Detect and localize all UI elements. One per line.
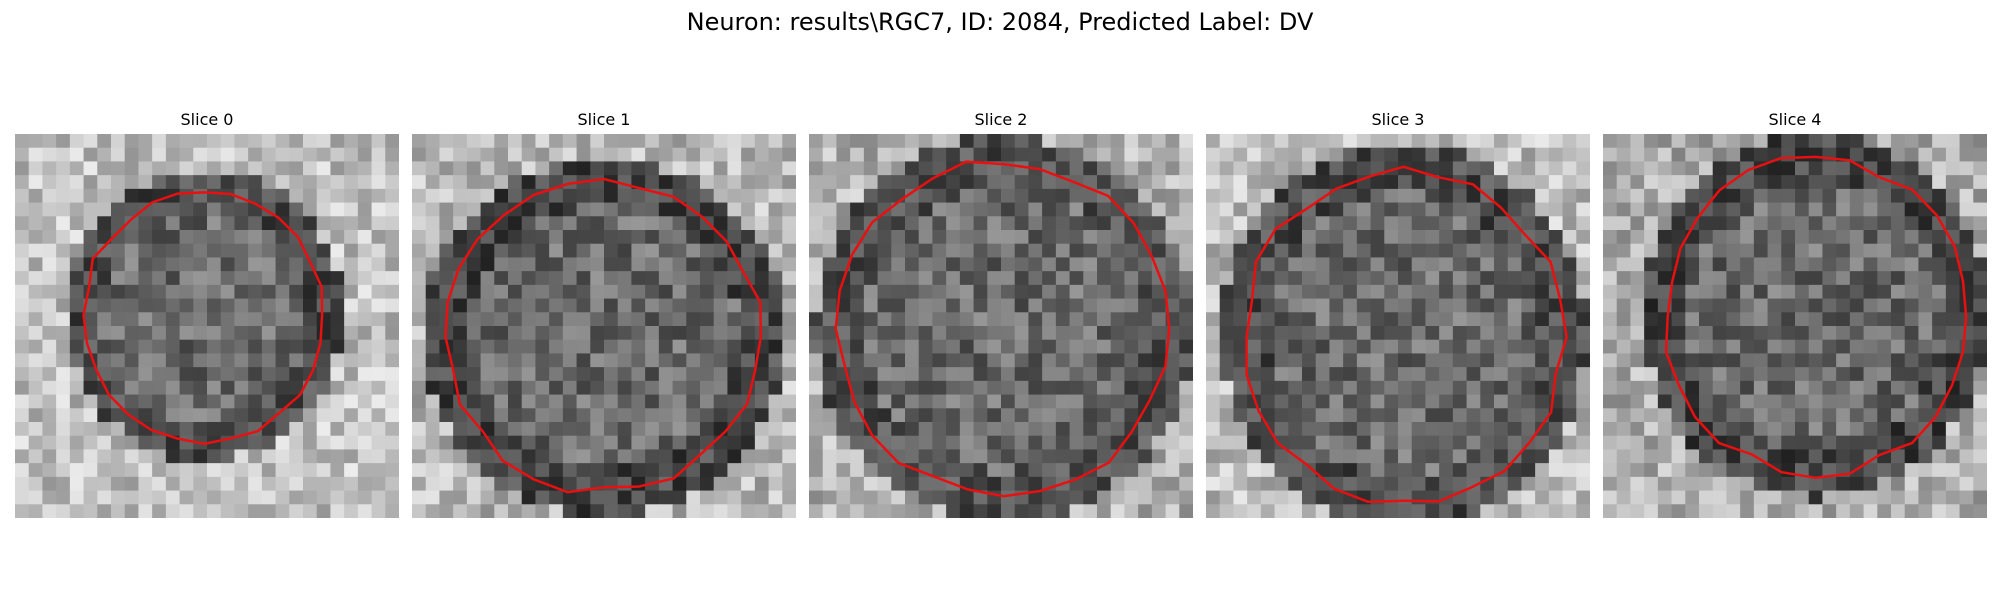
figure-title: Neuron: results\RGC7, ID: 2084, Predicte… [686,8,1314,36]
segmentation-outline [82,191,324,446]
segmentation-outline [444,177,763,494]
slice-pixels [809,134,1193,518]
slice-pixels [1206,134,1590,518]
slice-title: Slice 0 [180,110,234,129]
slice-pixels [15,134,399,518]
slice-title: Slice 3 [1371,110,1425,129]
slice-image [412,134,796,518]
slice-image [1206,134,1590,518]
slice-title: Slice 1 [577,110,631,129]
slice-title: Slice 2 [974,110,1028,129]
slice-image [15,134,399,518]
segmentation-outline [1245,165,1568,504]
slice-panel-1: Slice 1 [412,110,796,518]
slice-image [809,134,1193,518]
slice-panel-4: Slice 4 [1603,110,1987,518]
slice-panel-3: Slice 3 [1206,110,1590,518]
segmentation-outline [1664,155,1968,480]
slice-image [1603,134,1987,518]
segmentation-outline [834,160,1171,498]
slice-pixels [412,134,796,518]
slice-panel-0: Slice 0 [15,110,399,518]
slice-pixels [1603,134,1987,518]
slice-panel-2: Slice 2 [809,110,1193,518]
slice-title: Slice 4 [1768,110,1822,129]
